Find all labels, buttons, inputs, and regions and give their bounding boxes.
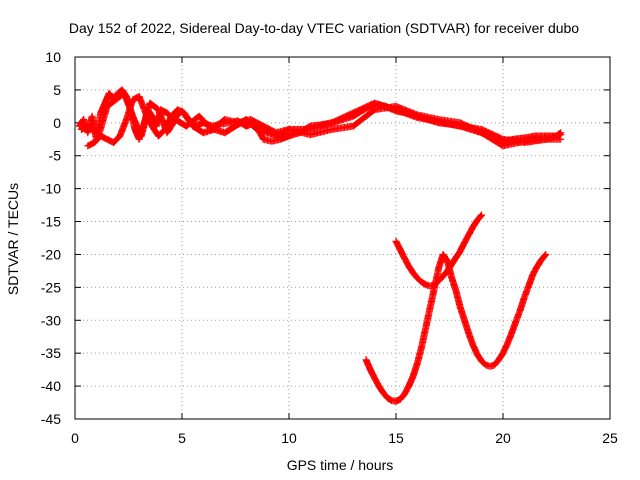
y-tick-label: 0	[53, 115, 61, 131]
x-tick-label: 5	[178, 430, 186, 446]
x-tick-label: 20	[495, 430, 511, 446]
series-band-b	[77, 89, 565, 147]
y-tick-label: 5	[53, 82, 61, 98]
y-tick-label: -45	[41, 411, 61, 427]
y-tick-label: -35	[41, 345, 61, 361]
y-axis-label: SDTVAR / TECUs	[5, 183, 21, 295]
y-tick-label: -15	[41, 214, 61, 230]
y-tick-label: -5	[49, 148, 62, 164]
y-tick-label: -30	[41, 312, 61, 328]
x-tick-label: 25	[602, 430, 618, 446]
x-tick-label: 10	[281, 430, 297, 446]
y-tick-label: -25	[41, 279, 61, 295]
series-points	[392, 211, 486, 290]
y-tick-label: -20	[41, 246, 61, 262]
series-points	[362, 251, 550, 405]
axes: 0 5 10 15 20 25 10 5 0 -5 -10 -15 -20 -25 -30 -35 -40 -45	[41, 49, 618, 446]
y-tick-label: -40	[41, 378, 61, 394]
plot-frame	[74, 56, 611, 420]
series-arc-2	[392, 211, 486, 290]
chart-title: Day 152 of 2022, Sidereal Day-to-day VTE…	[69, 20, 579, 36]
series-arc-1	[362, 251, 550, 405]
x-axis-label: GPS time / hours	[287, 457, 394, 473]
data-marks	[75, 86, 565, 405]
series-points	[77, 89, 565, 147]
y-tick-label: 10	[45, 49, 61, 65]
y-tick-label: -10	[41, 181, 61, 197]
x-tick-label: 15	[388, 430, 404, 446]
x-tick-label: 0	[71, 430, 79, 446]
